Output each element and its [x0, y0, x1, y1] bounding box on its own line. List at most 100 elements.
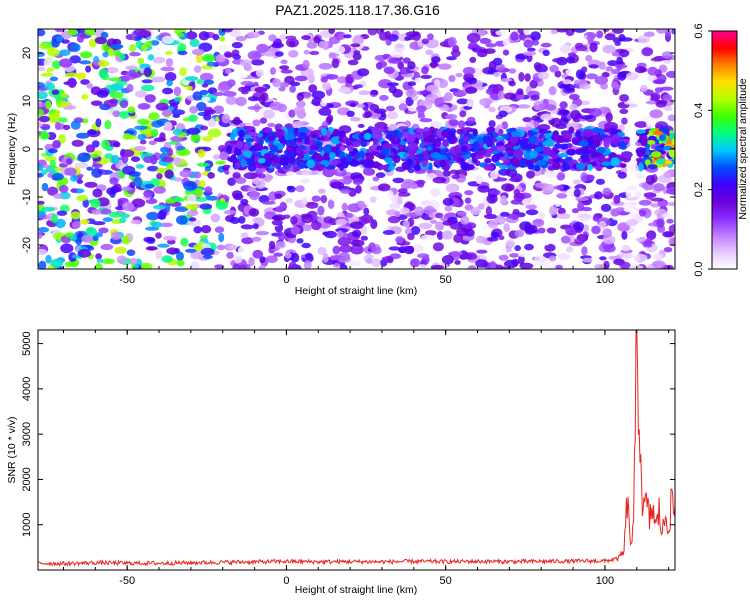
heatmap-cell	[52, 140, 61, 149]
heatmap-cell	[544, 243, 556, 252]
heatmap-cell	[144, 94, 156, 103]
heatmap-cell	[596, 30, 604, 39]
heatmap-cell	[399, 207, 410, 215]
heatmap-cell	[425, 49, 434, 55]
heatmap-cell	[363, 253, 375, 264]
heatmap-signal-cell	[333, 128, 340, 135]
heatmap-cell	[575, 226, 583, 234]
heatmap-cell	[267, 122, 276, 128]
heatmap-cell	[585, 54, 593, 62]
heatmap-cell	[388, 57, 402, 64]
heatmap-signal-cell	[272, 154, 279, 163]
heatmap-cell	[431, 56, 441, 64]
heatmap-cell	[240, 80, 254, 86]
heatmap-cell	[573, 179, 581, 185]
heatmap-cell	[341, 202, 348, 212]
heatmap-cell	[571, 208, 580, 214]
heatmap-cell	[533, 62, 542, 70]
heatmap-signal-cell	[560, 143, 569, 149]
heatmap-cell	[420, 234, 435, 241]
heatmap-cell	[604, 121, 618, 131]
spectrogram-y-axis-label: Frequency (Hz)	[6, 113, 18, 185]
heatmap-signal-cell	[363, 132, 372, 140]
heatmap-cell	[66, 158, 73, 165]
heatmap-cell	[505, 239, 516, 248]
heatmap-cell	[451, 174, 460, 180]
heatmap-cell	[108, 77, 122, 82]
heatmap-cell	[96, 89, 109, 98]
heatmap-cell	[544, 261, 556, 269]
heatmap-cell	[223, 209, 237, 215]
heatmap-cell	[451, 49, 461, 58]
heatmap-cell	[133, 29, 147, 36]
heatmap-cell	[64, 261, 75, 268]
heatmap-cell	[509, 177, 518, 182]
heatmap-cell	[655, 100, 667, 108]
heatmap-signal-cell	[528, 150, 538, 159]
heatmap-cell	[358, 90, 370, 96]
heatmap-cell	[444, 205, 453, 212]
y-tick-label: 5000	[21, 331, 33, 355]
heatmap-cell	[585, 174, 595, 181]
heatmap-cell	[469, 56, 477, 64]
heatmap-signal-cell	[338, 151, 345, 159]
heatmap-cell	[176, 259, 185, 267]
heatmap-cell	[662, 231, 675, 238]
heatmap-cell	[640, 84, 648, 92]
heatmap-signal-cell	[345, 153, 353, 163]
heatmap-cell	[524, 73, 531, 82]
heatmap-cell	[614, 41, 621, 47]
heatmap-cell	[653, 253, 664, 261]
heatmap-cell	[356, 103, 366, 108]
heatmap-cell	[581, 246, 588, 256]
heatmap-signal-cell	[653, 131, 664, 136]
heatmap-cell	[635, 173, 644, 180]
heatmap-cell	[76, 179, 84, 184]
heatmap-cell	[623, 208, 638, 213]
heatmap-cell	[116, 255, 128, 265]
heatmap-cell	[64, 72, 79, 78]
heatmap-cell	[164, 169, 174, 179]
heatmap-signal-cell	[351, 141, 361, 148]
heatmap-cell	[337, 252, 351, 262]
heatmap-cell	[53, 193, 63, 199]
heatmap-cell	[560, 109, 569, 116]
heatmap-cell	[198, 180, 206, 189]
heatmap-signal-cell	[603, 128, 610, 133]
heatmap-cell	[44, 82, 56, 91]
heatmap-signal-cell	[578, 140, 589, 147]
heatmap-cell	[202, 255, 213, 259]
heatmap-cell	[594, 191, 603, 200]
heatmap-cell	[252, 249, 264, 259]
heatmap-cell	[556, 193, 568, 199]
heatmap-cell	[250, 59, 265, 66]
heatmap-cell	[421, 38, 429, 45]
heatmap-cell	[176, 215, 188, 225]
colorbar-tick-label: 0.4	[693, 103, 705, 118]
heatmap-cell	[479, 38, 492, 45]
colorbar-label: Normalized spectral amplitude	[737, 78, 749, 219]
heatmap-cell	[647, 66, 658, 76]
x-tick-label: 0	[283, 274, 289, 286]
heatmap-signal-cell	[396, 131, 403, 139]
heatmap-signal-cell	[349, 160, 360, 167]
heatmap-cell	[421, 66, 429, 75]
heatmap-cell	[493, 218, 506, 224]
heatmap-cell	[332, 245, 341, 255]
heatmap-cell	[305, 252, 313, 260]
heatmap-cell	[103, 99, 118, 108]
heatmap-cell	[407, 233, 415, 241]
heatmap-cell	[668, 224, 675, 234]
heatmap-cell	[40, 169, 48, 175]
heatmap-signal-cell	[331, 146, 337, 153]
heatmap-signal-cell	[495, 161, 501, 167]
heatmap-cell	[38, 108, 45, 117]
heatmap-cell	[301, 35, 311, 41]
y-tick-label: 10	[21, 95, 33, 107]
heatmap-cell	[512, 208, 520, 215]
heatmap-cell	[113, 122, 126, 129]
heatmap-signal-cell	[242, 150, 253, 158]
heatmap-cell	[360, 235, 368, 241]
heatmap-signal-cell	[565, 156, 573, 161]
heatmap-cell	[44, 156, 57, 162]
